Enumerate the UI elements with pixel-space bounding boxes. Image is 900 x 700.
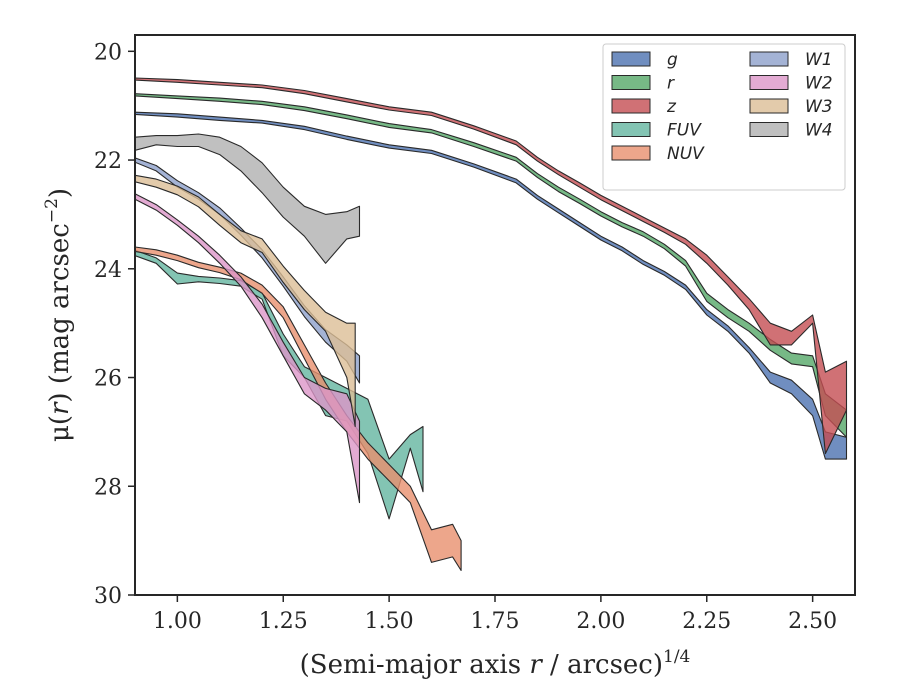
band-z — [135, 77, 848, 455]
x-tick-label: 1.00 — [153, 609, 202, 634]
y-tick-label: 24 — [94, 258, 122, 283]
legend-label-w2: W2 — [805, 74, 833, 94]
x-tick-label: 2.25 — [682, 609, 731, 634]
legend-label-fuv: FUV — [667, 121, 702, 141]
legend-swatch-w3 — [749, 98, 789, 114]
x-axis-ticks: 1.00 1.25 1.50 1.75 2.00 2.25 2.50 — [153, 595, 837, 634]
legend-swatch-nuv — [611, 145, 651, 161]
band-w3 — [135, 174, 356, 428]
legend: grz FUV NUV W1 W2 W3 W4 — [602, 43, 846, 191]
x-tick-label: 1.25 — [259, 609, 308, 634]
legend-label-w1: W1 — [805, 50, 833, 70]
y-tick-label: 20 — [94, 40, 122, 65]
legend-swatch-g — [611, 51, 651, 67]
legend-swatch-r — [611, 75, 651, 90]
y-tick-label: 26 — [94, 367, 122, 392]
legend-swatch-w4 — [749, 122, 789, 137]
band-w2 — [135, 193, 361, 504]
band-w4 — [135, 133, 361, 264]
x-tick-label: 2.00 — [576, 609, 625, 634]
legend-label-nuv: NUV — [667, 144, 705, 164]
legend-swatch-z — [611, 98, 651, 114]
x-tick-label: 2.50 — [788, 609, 837, 634]
legend-label-w3: W3 — [805, 97, 833, 117]
legend-label-r: r — [667, 74, 675, 94]
band-g — [135, 111, 848, 460]
x-tick-label: 1.50 — [365, 609, 414, 634]
band-r — [135, 93, 848, 438]
y-tick-label: 22 — [94, 149, 122, 174]
plot-area — [135, 77, 848, 572]
x-axis-title: (Semi-major axis r / arcsec)1/4 — [300, 647, 691, 680]
y-axis-ticks: 20 22 24 26 28 30 — [94, 40, 135, 609]
legend-label-z: z — [666, 97, 677, 117]
legend-label-w4: W4 — [805, 121, 833, 141]
series-bands — [135, 77, 848, 572]
legend-swatch-w2 — [749, 75, 789, 90]
y-tick-label: 28 — [94, 475, 122, 500]
legend-swatch-w1 — [749, 51, 789, 67]
legend-swatch-fuv — [611, 122, 651, 137]
y-axis-title: μ(r) (mag arcsec−2) — [42, 188, 75, 442]
x-tick-label: 1.75 — [471, 609, 520, 634]
y-tick-label: 30 — [94, 584, 122, 609]
legend-label-g: g — [667, 50, 678, 70]
